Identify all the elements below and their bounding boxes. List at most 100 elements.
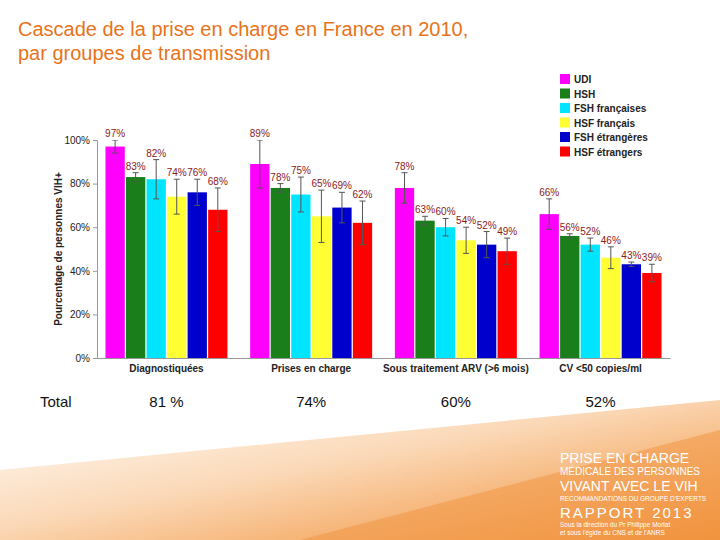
error-bar: [504, 238, 510, 264]
bar: [581, 245, 600, 358]
bar: [436, 227, 455, 358]
bar: [188, 192, 207, 358]
error-bar-stem: [549, 199, 550, 230]
data-label: 54%: [456, 215, 476, 226]
bar: [622, 264, 641, 358]
legend-item: HSF étrangers: [560, 147, 643, 158]
footer-text: Sous la direction du Pr Philippe Morlat: [560, 521, 670, 529]
y-tick: 60%: [70, 222, 97, 233]
y-axis-line: [93, 141, 98, 359]
totals-value: 60%: [441, 393, 471, 410]
y-tick-label: 0%: [76, 353, 91, 364]
error-bar-cap: [484, 231, 490, 232]
error-bar-cap: [133, 172, 139, 173]
error-bar-cap: [649, 281, 655, 282]
error-bar: [628, 262, 634, 266]
error-bar-cap: [257, 187, 263, 188]
error-bar: [463, 227, 469, 253]
error-bar-cap: [298, 177, 304, 178]
error-bar-stem: [590, 238, 591, 251]
bar: [271, 188, 290, 358]
y-tick-mark: [93, 227, 97, 228]
error-bar: [318, 190, 324, 242]
bar: [208, 210, 227, 358]
data-label: 97%: [105, 128, 125, 139]
error-bar: [402, 173, 408, 204]
error-bar-cap: [215, 231, 221, 232]
footer-text: MÉDICALE DES PERSONNES: [560, 465, 700, 477]
legend-item: FSH françaises: [560, 103, 647, 114]
error-bar-cap: [546, 198, 552, 199]
y-tick-label: 40%: [70, 266, 90, 277]
error-bar-cap: [133, 181, 139, 182]
error-bar-cap: [174, 179, 180, 180]
x-tick-label: Diagnostiquées: [129, 363, 204, 374]
error-bar-stem: [362, 201, 363, 245]
y-tick-label: 20%: [70, 309, 90, 320]
error-bar-stem: [259, 140, 260, 188]
error-bar: [587, 238, 593, 251]
bar: [105, 147, 124, 358]
legend-label: FSH françaises: [574, 103, 647, 114]
error-bar-stem: [341, 192, 342, 223]
error-bar-stem: [569, 234, 570, 238]
error-bar-cap: [504, 264, 510, 265]
error-bar-cap: [112, 153, 118, 154]
error-bar-stem: [217, 188, 218, 232]
error-bar-stem: [404, 173, 405, 204]
totals-label: Total: [40, 393, 72, 410]
error-bar-cap: [318, 242, 324, 243]
data-label: 52%: [477, 220, 497, 231]
error-bar-cap: [587, 251, 593, 252]
error-bar-cap: [318, 190, 324, 191]
error-bar-stem: [300, 177, 301, 212]
y-tick: 40%: [70, 266, 97, 277]
y-tick-mark: [93, 271, 97, 272]
y-tick-mark: [93, 184, 97, 185]
legend-swatch: [560, 118, 570, 128]
data-label: 76%: [187, 167, 207, 178]
error-bar-cap: [608, 268, 614, 269]
error-bar: [215, 188, 221, 232]
y-axis: 0%20%40%60%80%100%: [64, 135, 97, 364]
footer-text: PRISE EN CHARGE: [560, 450, 689, 466]
data-label: 69%: [332, 180, 352, 191]
footer-text: RECOMMANDATIONS DU GROUPE D'EXPERTS: [560, 495, 707, 502]
legend: UDIHSHFSH françaisesHSF françaisFSH étra…: [560, 74, 648, 158]
bar: [456, 240, 475, 358]
footer-text: RAPPORT 2013: [560, 504, 694, 521]
error-bar-stem: [631, 262, 632, 266]
error-bar-cap: [257, 140, 263, 141]
data-label: 49%: [497, 226, 517, 237]
data-label: 46%: [601, 235, 621, 246]
legend-item: HSF français: [560, 118, 636, 129]
legend-swatch: [560, 147, 570, 157]
error-bar: [359, 201, 365, 245]
bar: [560, 236, 579, 358]
error-bar: [567, 234, 573, 238]
legend-label: HSF français: [574, 118, 636, 129]
error-bar-stem: [156, 160, 157, 199]
error-bar-cap: [359, 201, 365, 202]
data-label: 56%: [560, 222, 580, 233]
y-tick-label: 80%: [70, 178, 90, 189]
bar: [291, 195, 310, 359]
data-label: 62%: [352, 189, 372, 200]
data-label: 39%: [642, 252, 662, 263]
data-label: 74%: [167, 167, 187, 178]
y-tick-mark: [93, 140, 97, 141]
bar: [147, 179, 166, 358]
legend-label: HSH: [574, 89, 595, 100]
error-bar: [112, 140, 118, 153]
error-bar-cap: [504, 238, 510, 239]
error-bar-stem: [197, 179, 198, 205]
error-bar: [546, 199, 552, 230]
bar: [540, 214, 559, 358]
data-labels: 97%89%78%66%83%78%63%56%82%75%60%52%74%6…: [105, 128, 662, 263]
x-axis-line: [98, 358, 671, 359]
data-label: 68%: [208, 176, 228, 187]
x-tick-label: CV <50 copies/ml: [559, 363, 642, 374]
error-bar-cap: [628, 266, 634, 267]
bar: [167, 197, 186, 358]
error-bar-cap: [608, 246, 614, 247]
